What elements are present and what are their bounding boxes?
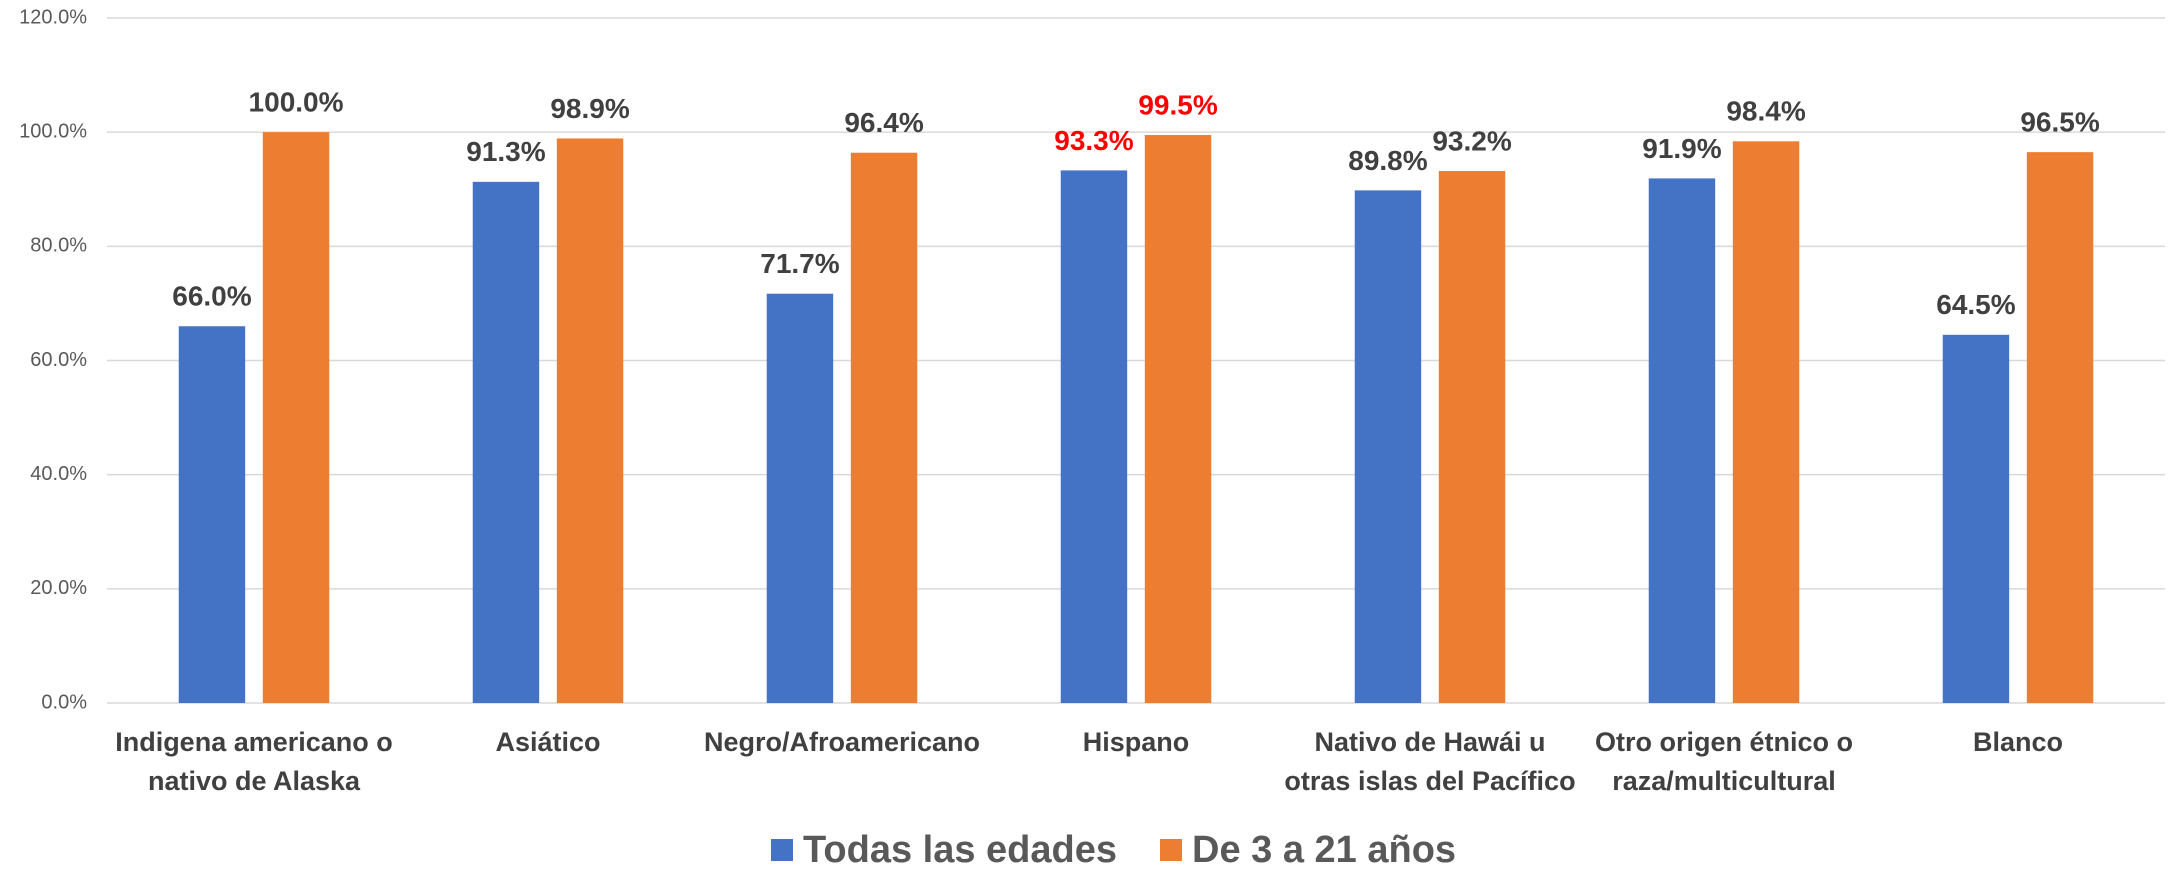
data-label: 91.9% [1642,133,1721,164]
legend-label: De 3 a 21 años [1192,829,1456,869]
bar [1438,170,1506,703]
x-tick-label: Otro origen étnico o raza/multicultural [1594,727,1853,796]
bar [472,181,540,703]
data-label: 93.2% [1432,125,1511,156]
bar [1144,135,1212,704]
data-label: 98.9% [550,93,629,124]
bar [1060,170,1128,704]
data-label: 98.4% [1726,96,1805,127]
bar [850,152,918,703]
data-label: 91.3% [466,136,545,167]
y-tick-label: 0.0% [41,691,87,713]
data-label: 96.5% [2020,107,2099,138]
bar [1648,178,1716,703]
data-label: 96.4% [844,107,923,138]
bar [2026,152,2094,704]
x-tick-label: Hispano [1082,727,1190,757]
data-label: 64.5% [1936,289,2015,320]
bar [766,293,834,703]
bar [1732,141,1800,704]
data-label: 100.0% [249,87,344,118]
x-tick-label: Blanco [1972,727,2064,757]
data-label: 89.8% [1348,145,1427,176]
data-label: 99.5% [1138,89,1217,120]
y-tick-label: 40.0% [30,463,87,485]
x-tick-label: Nativo de Hawái u otras islas del Pacífi… [1284,727,1576,796]
y-tick-label: 120.0% [19,6,87,28]
y-tick-label: 100.0% [19,120,87,142]
bar [1942,334,2010,703]
x-tick-label: Indigena americano o nativo de Alaska [115,727,393,796]
y-tick-label: 20.0% [30,577,87,599]
legend-label: Todas las edades [803,829,1117,869]
legend-swatch [1160,839,1182,861]
x-tick-label: Asiático [495,727,601,757]
x-tick-label: Negro/Afroamericano [703,727,981,757]
y-tick-label: 80.0% [30,235,87,257]
bar [556,138,624,704]
bar [1354,190,1422,703]
legend-swatch [771,839,793,861]
bar [262,132,330,703]
bar [178,326,246,703]
y-tick-label: 60.0% [30,349,87,371]
data-label: 66.0% [172,281,251,312]
data-label: 71.7% [760,248,839,279]
data-label: 93.3% [1054,125,1133,156]
